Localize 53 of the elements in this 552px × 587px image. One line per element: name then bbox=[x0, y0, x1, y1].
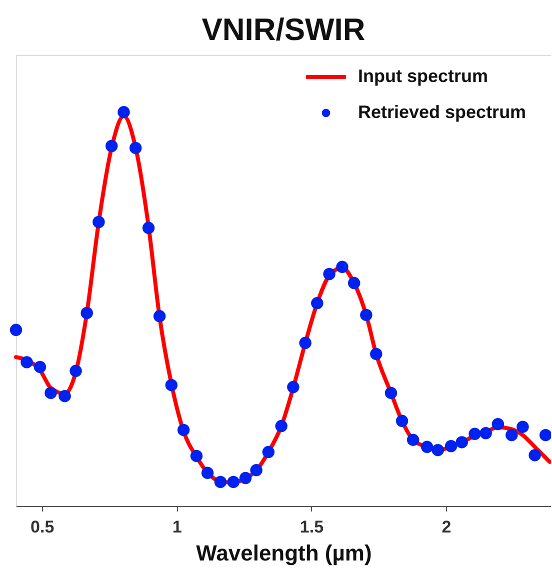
point bbox=[370, 348, 382, 360]
point bbox=[323, 268, 336, 280]
point bbox=[190, 450, 203, 462]
x-tick-label: 1 bbox=[172, 518, 182, 536]
point bbox=[20, 356, 33, 368]
point bbox=[360, 308, 372, 322]
point bbox=[165, 378, 178, 392]
x-axis-title: Wavelength (µm) bbox=[196, 540, 372, 566]
chart-title: VNIR/SWIR bbox=[202, 12, 366, 47]
point bbox=[444, 440, 458, 452]
point bbox=[406, 434, 420, 446]
point bbox=[142, 222, 155, 234]
x-tick-label: 0.5 bbox=[30, 518, 54, 536]
point bbox=[106, 140, 118, 152]
point bbox=[80, 306, 93, 320]
point bbox=[348, 276, 360, 290]
point bbox=[201, 466, 214, 480]
point bbox=[396, 414, 408, 428]
point bbox=[239, 472, 252, 484]
point bbox=[468, 428, 481, 440]
point bbox=[420, 440, 434, 454]
point bbox=[262, 446, 275, 458]
point bbox=[44, 386, 57, 400]
point bbox=[70, 364, 82, 378]
point bbox=[506, 428, 518, 442]
point bbox=[10, 324, 22, 336]
legend-label: Input spectrum bbox=[358, 66, 488, 86]
point bbox=[92, 216, 105, 228]
point bbox=[432, 444, 444, 456]
point bbox=[177, 424, 190, 436]
point bbox=[227, 476, 240, 488]
point bbox=[275, 420, 288, 432]
point bbox=[539, 428, 551, 442]
point bbox=[456, 436, 468, 448]
point bbox=[214, 476, 227, 488]
point bbox=[516, 420, 529, 433]
point bbox=[299, 336, 312, 350]
point bbox=[528, 449, 541, 462]
point bbox=[311, 297, 324, 310]
point bbox=[129, 142, 142, 154]
point bbox=[492, 418, 504, 430]
point bbox=[153, 310, 166, 322]
point bbox=[34, 360, 46, 374]
point bbox=[58, 390, 71, 402]
point bbox=[336, 260, 348, 274]
point bbox=[384, 386, 398, 400]
point bbox=[250, 464, 262, 476]
x-tick-label: 2 bbox=[442, 518, 452, 536]
point bbox=[480, 427, 492, 440]
point bbox=[118, 106, 130, 118]
point bbox=[287, 380, 300, 394]
x-tick-label: 1.5 bbox=[300, 518, 324, 536]
legend-label: Retrieved spectrum bbox=[358, 102, 526, 122]
